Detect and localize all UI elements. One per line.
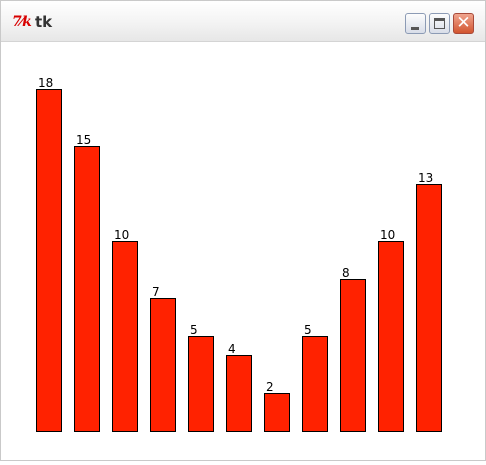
close-icon: ✕ (456, 13, 471, 33)
bar (264, 393, 290, 432)
bar-value-label: 10 (114, 228, 129, 242)
bar-value-label: 18 (38, 76, 53, 90)
tk-feather-icon[interactable]: 7⁄k (12, 14, 32, 30)
bar (36, 89, 62, 432)
bar (74, 146, 100, 432)
bar-value-label: 8 (342, 266, 350, 280)
bar (188, 336, 214, 432)
bar-value-label: 2 (266, 380, 274, 394)
bar (150, 298, 176, 432)
maximize-icon (434, 18, 445, 29)
canvas: 18 15 10 7 5 4 2 5 8 10 13 (1, 42, 485, 460)
bar-value-label: 15 (76, 133, 91, 147)
bar-chart: 18 15 10 7 5 4 2 5 8 10 13 (36, 76, 442, 432)
bar-value-label: 5 (190, 323, 198, 337)
bar-value-label: 7 (152, 285, 160, 299)
bar (112, 241, 138, 432)
bar-value-label: 10 (380, 228, 395, 242)
bar (302, 336, 328, 432)
bar (416, 184, 442, 432)
title-bar[interactable]: 7⁄k tk ✕ (1, 1, 485, 42)
bar (378, 241, 404, 432)
bar-value-label: 13 (418, 171, 433, 185)
bar (340, 279, 366, 432)
bar (226, 355, 252, 432)
window-title: tk (35, 13, 53, 31)
minimize-icon (411, 27, 419, 30)
close-button[interactable]: ✕ (453, 13, 474, 34)
bar-value-label: 5 (304, 323, 312, 337)
minimize-button[interactable] (405, 13, 426, 34)
bar-value-label: 4 (228, 342, 236, 356)
maximize-button[interactable] (429, 13, 450, 34)
